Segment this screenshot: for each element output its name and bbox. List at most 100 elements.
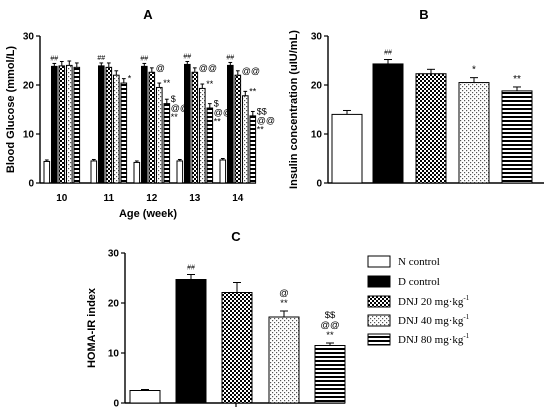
panel-a-14-s2-bar: [234, 74, 242, 184]
panel-a-significance-label: @@: [171, 103, 189, 113]
panel-b-y-tick-label: 0: [316, 179, 322, 190]
legend: N control D control DNJ 20 mg·kg-1 DNJ 40 m…: [367, 255, 470, 346]
panel-a-significance-label: ##: [50, 55, 58, 62]
legend-label-superscript: -1: [463, 332, 469, 340]
panel-c-y-tick-label: 20: [108, 299, 120, 310]
panel-a-x-tick-label: 13: [189, 193, 201, 204]
panel-a-11-s4-bar: [120, 82, 128, 184]
panel-a-x-tick-label: 11: [104, 193, 115, 204]
panel-a-12-s3-bar: [156, 86, 163, 184]
panel-a-11-s1-bar: [98, 65, 105, 184]
panel-a-14-s4-bar: [249, 115, 257, 184]
legend-swatch: [367, 255, 391, 268]
panel-a-significance-label: @@: [242, 66, 260, 76]
legend-label: D control: [398, 276, 440, 288]
panel-c-y-tick-label: 30: [108, 249, 120, 260]
panel-a-10-s3-bar: [66, 64, 73, 184]
panel-c-1-bar: [175, 279, 207, 404]
panel-b-2-bar: [415, 73, 447, 184]
panel-c-significance-label: $$: [325, 310, 336, 321]
panel-a-y-tick-label: 30: [23, 32, 35, 43]
panel-a-significance-label: **: [249, 86, 257, 96]
legend-label: N control: [398, 256, 440, 268]
panel-b-1-bar: [372, 63, 404, 184]
panel-a-14-s3-bar: [242, 95, 249, 184]
panel-a-14-s0-bar: [219, 159, 227, 184]
panel-a-title: A: [143, 7, 153, 22]
panel-c-y-axis-label: HOMA-IR index: [86, 287, 98, 368]
panel-c-4-bar: [314, 345, 346, 404]
panel-a-significance-label: $: [214, 99, 219, 109]
panel-c-significance-label: **: [326, 330, 334, 341]
legend-label: DNJ 40 mg·kg-1: [398, 313, 470, 327]
panel-b-y-tick-label: 30: [311, 32, 323, 43]
panel-a-12-s4-bar: [163, 103, 171, 184]
panel-c-y-tick-label: 0: [113, 399, 119, 410]
legend-swatch: [367, 314, 391, 327]
panel-a-significance-label: ##: [140, 55, 148, 62]
panel-a-y-axis-label: Blood Glucose (mmol/L): [5, 46, 17, 173]
panel-a-11-s0-bar: [90, 160, 98, 184]
panel-c-significance-label: @@: [320, 320, 339, 331]
panel-a-x-tick-label: 14: [232, 193, 244, 204]
panel-c-0-bar: [129, 390, 161, 404]
panel-a-13-s4-bar: [206, 107, 214, 184]
panel-a-significance-label: @@: [257, 115, 275, 125]
panel-a-x-axis-label: Age (week): [119, 208, 177, 220]
panel-b-y-axis-label: Insulin concentration (uIU/mL): [288, 30, 300, 189]
panel-b-significance-label: ##: [384, 50, 392, 57]
panel-a-10-s1-bar: [51, 65, 58, 184]
panel-a-significance-label: **: [206, 79, 214, 89]
legend-swatch: [367, 275, 391, 288]
panel-a-significance-label: ##: [183, 53, 191, 60]
legend-label-superscript: -1: [463, 294, 469, 302]
panel-a-10-s2-bar: [58, 65, 66, 184]
panel-a-13-s0-bar: [176, 160, 184, 184]
panel-a-13-s2-bar: [191, 71, 199, 184]
panel-b-3-bar: [458, 82, 490, 184]
legend-swatch: [367, 333, 391, 346]
panel-a-significance-label: **: [163, 78, 171, 88]
panel-a-significance-label: @: [156, 63, 165, 73]
panel-a-chart: 0 10 20 30 Blood Glucose (mmol/L) 10 11 12 13 14 A…: [5, 32, 275, 221]
panel-a-y-tick-label: 0: [28, 179, 34, 190]
panel-a-10-s0-bar: [43, 160, 51, 184]
panel-c-significance-label: **: [280, 298, 288, 309]
panel-a-significance-label: **: [214, 117, 222, 127]
panel-a-11-s2-bar: [105, 66, 113, 184]
panel-a-y-tick-label: 20: [23, 81, 35, 92]
panel-b-0-bar: [331, 113, 363, 184]
legend-label-superscript: -1: [463, 313, 469, 321]
legend-swatch: [367, 295, 391, 308]
panel-a-significance-label: ##: [97, 55, 105, 62]
panel-a-y-tick-label: 10: [23, 130, 35, 141]
panel-b-significance-label: *: [472, 65, 476, 76]
panel-a-x-tick-label: 10: [56, 193, 68, 204]
panel-a-significance-label: @@: [199, 63, 217, 73]
panel-a-significance-label: $$: [257, 106, 267, 116]
panel-c-3-bar: [268, 316, 300, 404]
panel-a-14-s1-bar: [227, 64, 234, 184]
panel-a-11-s3-bar: [113, 74, 120, 184]
panel-b-chart: 0 10 20 30 Insulin concentration (uIU/mL) ## *…: [288, 30, 544, 190]
panel-a-significance-label: $: [171, 94, 176, 104]
panel-b-significance-label: **: [513, 74, 521, 85]
panel-a-x-tick-label: 12: [146, 193, 158, 204]
panel-a-13-s1-bar: [184, 63, 191, 184]
panel-c-significance-label: @: [279, 288, 289, 299]
panel-c-y-tick-label: 10: [108, 349, 120, 360]
panel-a-significance-label: **: [257, 124, 265, 134]
panel-c-2-bar: [221, 292, 253, 404]
panel-c-significance-label: ##: [187, 265, 195, 272]
panel-a-12-s0-bar: [133, 161, 141, 184]
panel-a-10-s4-bar: [73, 66, 81, 184]
panel-a-significance-label: **: [171, 112, 179, 122]
panel-b-title: B: [419, 7, 428, 22]
legend-label: DNJ 80 mg·kg-1: [398, 332, 470, 346]
panel-a-significance-label: @@: [214, 108, 232, 118]
panel-b-y-tick-label: 20: [311, 81, 323, 92]
panel-c-title: C: [231, 229, 241, 244]
panel-a-13-s3-bar: [199, 87, 206, 184]
panel-a-significance-label: ##: [226, 54, 234, 61]
